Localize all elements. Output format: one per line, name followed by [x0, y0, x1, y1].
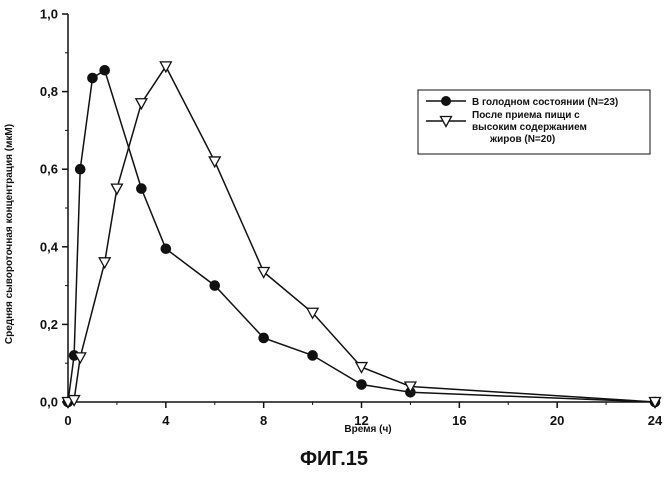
data-point-fed [209, 157, 220, 167]
legend-label-fed-line1: После приема пищи с [472, 110, 580, 121]
concentration-chart: 04812162024 0,00,20,40,60,81,0 Время (ч)… [0, 0, 668, 440]
x-tick-label: 24 [648, 413, 663, 428]
data-point-fed [111, 184, 122, 194]
y-tick-label: 0,6 [40, 162, 58, 177]
data-point-fasted [88, 73, 98, 83]
y-tick-label: 0,8 [40, 84, 58, 99]
x-axis-title: Время (ч) [344, 424, 391, 435]
legend-label-fasted: В голодном состоянии (N=23) [472, 97, 618, 108]
legend-label-fed-line3: жиров (N=20) [489, 134, 555, 145]
legend-marker-fasted [442, 97, 451, 106]
data-point-fed [136, 99, 147, 109]
data-point-fasted [75, 164, 85, 174]
legend-label-fed-line2: высоким содержанием [472, 122, 587, 133]
x-tick-label: 8 [260, 413, 267, 428]
y-tick-label: 0,0 [40, 395, 58, 410]
y-tick-label: 1,0 [40, 7, 58, 22]
y-axis-title: Средняя сывороточная концентрация (мкМ) [4, 124, 15, 344]
data-point-fasted [161, 244, 171, 254]
x-tick-label: 0 [64, 413, 71, 428]
x-tick-label: 4 [162, 413, 170, 428]
data-point-fasted [137, 184, 147, 194]
data-point-fed [356, 363, 367, 373]
legend: В голодном состоянии (N=23) После приема… [418, 90, 650, 154]
x-tick-label: 20 [550, 413, 564, 428]
data-point-fed [99, 258, 110, 268]
y-tick-label: 0,2 [40, 317, 58, 332]
data-point-fasted [308, 351, 318, 361]
data-point-fasted [259, 333, 269, 343]
x-tick-label: 16 [452, 413, 466, 428]
data-point-fasted [100, 65, 110, 75]
figure-caption: ФИГ.15 [0, 448, 668, 471]
data-point-fed [160, 62, 171, 72]
data-point-fasted [210, 281, 220, 291]
y-tick-label: 0,4 [40, 239, 59, 254]
data-point-fasted [357, 380, 367, 390]
y-axis-ticks: 0,0 0,2 0,4 0,6 0,8 1,0 [40, 7, 68, 410]
axes [68, 14, 655, 402]
